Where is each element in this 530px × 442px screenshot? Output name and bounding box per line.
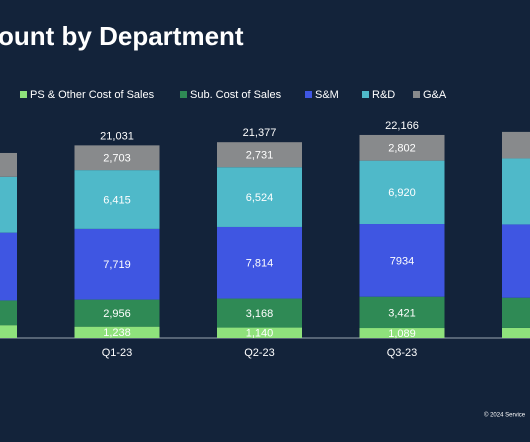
legend-swatch [20,91,27,98]
value-label: 1,140 [246,328,274,340]
bar-segment [217,327,302,338]
bar-segment [359,224,445,297]
value-label: 2,703 [103,153,131,165]
total-label: 22,166 [385,120,419,132]
x-tick-label: Q2-23 [244,347,275,359]
total-label: 21,031 [100,130,134,142]
value-label: 1,089 [388,328,416,340]
bar-segment [0,325,17,338]
footer: © 2024 Service [484,412,526,419]
legend-swatch [305,91,312,98]
bar-segment [217,167,302,227]
bar-segment [359,160,445,225]
bar-segment [502,158,530,225]
legend-label: PS & Other Cost of Sales [30,89,155,101]
value-label: 2,802 [388,143,416,155]
bar-segment [502,327,530,338]
bar-segment [217,298,302,328]
bar-segment [359,134,445,161]
value-label: 3,421 [388,307,416,319]
value-label: 6,920 [388,187,416,199]
bar-segment [502,131,530,159]
bar-segment [217,142,302,168]
legend-label: R&D [372,89,395,101]
bar-segment [74,145,160,171]
value-label: 6,415 [103,194,131,206]
legend-swatch [180,91,187,98]
legend-swatch [362,91,369,98]
total-label: 21,377 [243,127,277,139]
legend-swatch [413,91,420,98]
value-label: 2,731 [246,150,274,162]
value-label: 7,814 [246,258,274,270]
bar-segment [0,300,17,326]
bar-segment [502,297,530,328]
bar-segment [359,296,445,329]
bar-segment [0,232,17,301]
bar-segment [0,152,17,177]
bar-segment [0,176,17,233]
legend-label: Sub. Cost of Sales [190,89,282,101]
value-label: 1,238 [103,327,131,339]
bar-segment [217,226,302,299]
bar-segment [74,170,160,229]
legend-label: S&M [315,89,339,101]
legend-label: G&A [423,89,447,101]
chart-title: ount by Department [0,21,244,51]
bar-segment [74,228,160,300]
value-label: 2,956 [103,308,131,320]
value-label: 3,168 [246,308,274,320]
x-tick-label: Q3-23 [387,347,418,359]
bar-segment [74,326,160,338]
bar-segment [359,328,445,338]
x-tick-label: Q1-23 [102,347,133,359]
bar-segment [502,224,530,298]
value-label: 7934 [390,255,414,267]
value-label: 7,719 [103,259,131,271]
bar-segment [74,299,160,327]
value-label: 6,524 [246,192,274,204]
